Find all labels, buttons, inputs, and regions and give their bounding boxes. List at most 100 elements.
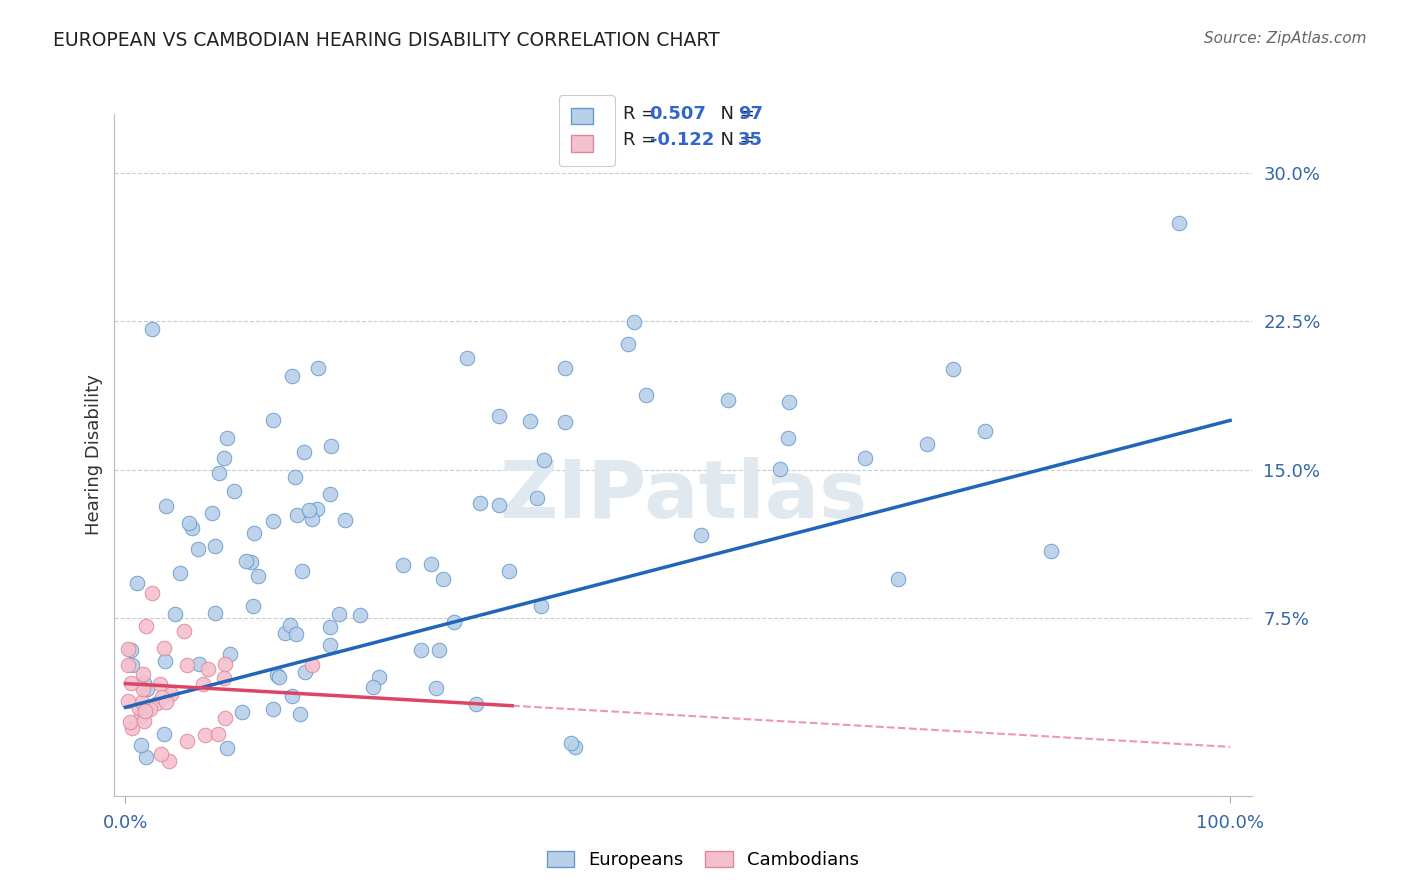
Point xyxy=(129,739,152,753)
Point xyxy=(160,687,183,701)
Point xyxy=(155,695,177,709)
Point xyxy=(187,541,209,556)
Point xyxy=(155,499,177,513)
Point xyxy=(291,564,314,578)
Point xyxy=(157,754,180,768)
Point xyxy=(564,740,586,755)
Point xyxy=(218,647,240,661)
Point xyxy=(288,706,311,721)
Point xyxy=(214,657,236,672)
Text: EUROPEAN VS CAMBODIAN HEARING DISABILITY CORRELATION CHART: EUROPEAN VS CAMBODIAN HEARING DISABILITY… xyxy=(53,31,720,50)
Point xyxy=(425,681,447,695)
Point xyxy=(134,704,156,718)
Point xyxy=(318,487,340,501)
Point xyxy=(1168,215,1191,229)
Point xyxy=(134,675,156,690)
Point xyxy=(281,368,304,383)
Text: N =: N = xyxy=(709,131,761,149)
Point xyxy=(411,643,433,657)
Point xyxy=(197,661,219,675)
Point xyxy=(141,585,163,599)
Point xyxy=(194,728,217,742)
Point xyxy=(235,554,257,568)
Point xyxy=(284,470,307,484)
Point xyxy=(769,461,792,475)
Legend: , : , xyxy=(558,95,614,166)
Point xyxy=(519,414,541,428)
Text: R =: R = xyxy=(623,105,662,123)
Point xyxy=(263,702,285,716)
Point xyxy=(498,565,520,579)
Point xyxy=(208,467,231,481)
Point xyxy=(176,734,198,748)
Point xyxy=(120,676,142,690)
Point xyxy=(1040,544,1063,558)
Point xyxy=(240,555,263,569)
Point xyxy=(298,502,321,516)
Point xyxy=(141,322,163,336)
Point xyxy=(243,526,266,541)
Point xyxy=(173,624,195,638)
Point xyxy=(129,708,152,723)
Point xyxy=(217,432,239,446)
Point xyxy=(180,521,202,535)
Point xyxy=(319,620,342,634)
Text: N =: N = xyxy=(709,105,761,123)
Point xyxy=(117,641,139,656)
Point xyxy=(294,665,316,680)
Point xyxy=(132,667,155,681)
Point xyxy=(778,395,800,409)
Point xyxy=(222,483,245,498)
Point xyxy=(149,676,172,690)
Point xyxy=(301,512,323,526)
Point xyxy=(278,618,301,632)
Point xyxy=(636,387,658,401)
Point xyxy=(363,680,385,694)
Point xyxy=(125,575,148,590)
Point xyxy=(554,360,576,375)
Point xyxy=(217,740,239,755)
Point xyxy=(319,638,342,652)
Point xyxy=(120,715,142,730)
Point xyxy=(560,736,582,750)
Point xyxy=(319,439,342,453)
Point xyxy=(526,491,548,506)
Point xyxy=(419,558,441,572)
Point xyxy=(301,658,323,673)
Point xyxy=(533,453,555,467)
Point xyxy=(146,696,169,710)
Point xyxy=(470,496,492,510)
Text: -0.122: -0.122 xyxy=(650,131,714,149)
Point xyxy=(973,424,995,438)
Point xyxy=(153,654,176,668)
Point xyxy=(328,607,350,622)
Point xyxy=(915,437,938,451)
Point xyxy=(623,315,645,329)
Point xyxy=(153,726,176,740)
Point xyxy=(853,450,876,465)
Point xyxy=(333,513,356,527)
Point xyxy=(138,702,160,716)
Point xyxy=(150,690,173,704)
Point xyxy=(132,682,155,697)
Point xyxy=(456,351,478,366)
Point xyxy=(392,558,415,572)
Point xyxy=(887,572,910,586)
Point xyxy=(128,701,150,715)
Legend: Europeans, Cambodians: Europeans, Cambodians xyxy=(538,842,868,879)
Point xyxy=(307,361,329,376)
Point xyxy=(153,640,176,655)
Point xyxy=(488,498,510,512)
Point xyxy=(280,690,302,704)
Point xyxy=(117,694,139,708)
Point xyxy=(207,727,229,741)
Point xyxy=(242,599,264,614)
Point xyxy=(284,626,307,640)
Point xyxy=(690,527,713,541)
Text: R =: R = xyxy=(623,131,662,149)
Point xyxy=(717,393,740,408)
Point xyxy=(132,714,155,728)
Point xyxy=(135,749,157,764)
Point xyxy=(204,606,226,620)
Text: 0.507: 0.507 xyxy=(650,105,706,123)
